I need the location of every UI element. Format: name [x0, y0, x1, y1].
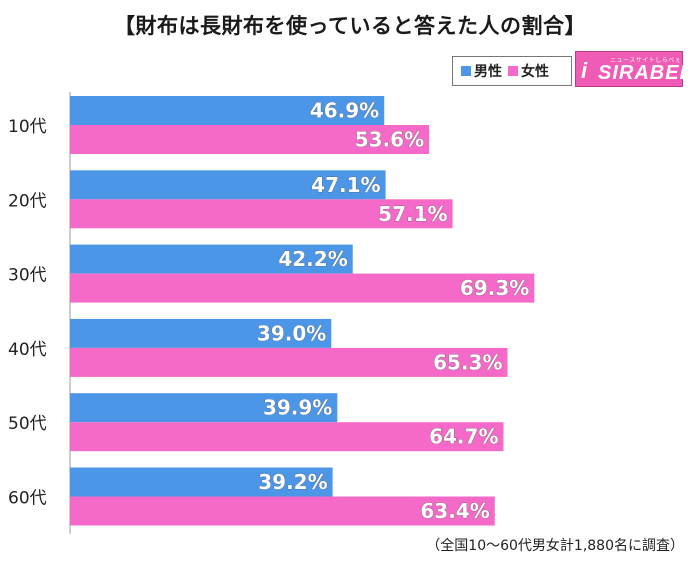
- value-label: 39.2%: [258, 470, 327, 494]
- category-label: 40代: [8, 340, 47, 360]
- category-label: 30代: [8, 266, 47, 286]
- value-label: 65.3%: [433, 350, 502, 374]
- value-label: 39.0%: [257, 321, 326, 345]
- value-label: 57.1%: [378, 202, 447, 226]
- category-label: 20代: [8, 191, 47, 211]
- value-label: 69.3%: [460, 276, 529, 300]
- value-label: 47.1%: [311, 173, 380, 197]
- category-label: 60代: [8, 489, 47, 509]
- value-label: 42.2%: [278, 247, 347, 271]
- value-label: 64.7%: [429, 425, 498, 449]
- category-label: 50代: [8, 414, 47, 434]
- category-label: 10代: [8, 117, 47, 137]
- value-label: 63.4%: [420, 499, 489, 523]
- footnote: （全国10～60代男女計1,880名に調査）: [426, 535, 684, 555]
- value-label: 39.9%: [263, 396, 332, 420]
- value-label: 46.9%: [310, 99, 379, 123]
- value-label: 53.6%: [355, 128, 424, 152]
